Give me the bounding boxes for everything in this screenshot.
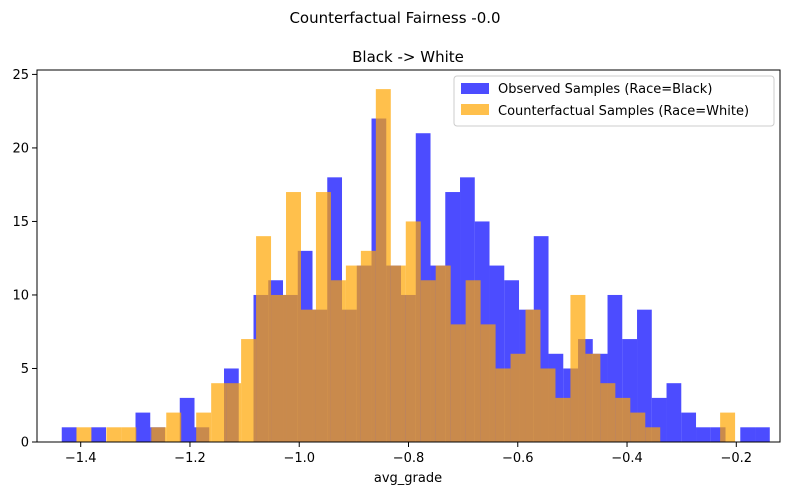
bar-series-1-5 <box>196 412 212 442</box>
legend-swatch-counterfactual <box>461 104 489 115</box>
x-tick-label: −0.8 <box>393 451 425 466</box>
bar-series-0-35 <box>666 383 682 442</box>
bar-series-1-4 <box>166 412 182 442</box>
x-axis-label: avg_grade <box>374 471 442 486</box>
bar-series-1-17 <box>375 89 391 442</box>
bar-series-1-12 <box>300 309 316 442</box>
bar-series-0-4 <box>179 397 195 442</box>
bar-series-1-16 <box>360 250 376 442</box>
bar-series-1-14 <box>330 280 346 442</box>
x-tick-label: −0.2 <box>721 451 753 466</box>
bar-series-1-22 <box>450 324 466 442</box>
bar-series-1-24 <box>480 324 496 442</box>
bar-series-1-31 <box>585 353 601 442</box>
bar-series-1-2 <box>121 427 137 442</box>
bar-series-1-6 <box>211 383 227 442</box>
bar-series-0-33 <box>637 309 652 442</box>
x-tick-label: −0.4 <box>611 451 643 466</box>
x-tick-label: −1.0 <box>283 451 315 466</box>
bar-series-0-39 <box>740 427 756 442</box>
chart-title: Black -> White <box>352 48 464 66</box>
bar-series-1-27 <box>525 309 541 442</box>
x-tick-label: −1.4 <box>65 451 97 466</box>
bar-series-1-1 <box>106 427 122 442</box>
bar-series-1-13 <box>315 192 331 442</box>
y-axis: 0 5 10 15 20 25 <box>12 68 37 451</box>
bar-series-1-23 <box>465 280 481 442</box>
bar-series-0-40 <box>755 427 770 442</box>
bar-series-1-11 <box>286 192 301 442</box>
bar-series-1-32 <box>600 383 616 442</box>
bar-series-1-28 <box>540 368 556 442</box>
bar-series-1-21 <box>435 265 451 442</box>
x-tick-label: −0.6 <box>502 451 534 466</box>
bar-series-0-1 <box>91 427 107 442</box>
y-tick-label: 0 <box>21 436 29 451</box>
bar-series-0-36 <box>681 412 697 442</box>
y-tick-label: 10 <box>12 288 29 303</box>
x-tick-label: −1.2 <box>174 451 206 466</box>
bar-series-0-2 <box>135 412 151 442</box>
bar-series-0-37 <box>696 427 711 442</box>
y-tick-label: 5 <box>21 362 29 377</box>
x-axis: −1.4 −1.2 −1.0 −0.8 −0.6 −0.4 −0.2 <box>65 442 752 466</box>
chart-suptitle: Counterfactual Fairness -0.0 <box>289 9 500 27</box>
y-tick-label: 25 <box>12 68 29 83</box>
bar-series-0-0 <box>61 427 77 442</box>
y-tick-label: 15 <box>12 215 29 230</box>
bar-series-1-8 <box>241 339 257 442</box>
bar-series-1-26 <box>510 353 526 442</box>
bar-series-1-36 <box>720 412 736 442</box>
legend: Observed Samples (Race=Black) Counterfac… <box>453 75 775 127</box>
bar-series-1-7 <box>226 383 242 442</box>
legend-box <box>453 75 775 127</box>
bar-series-1-18 <box>390 265 406 442</box>
bar-series-1-15 <box>345 265 361 442</box>
series-1 <box>76 89 736 442</box>
bar-series-1-29 <box>555 397 571 442</box>
bar-series-1-20 <box>420 280 436 442</box>
bar-series-1-0 <box>76 427 92 442</box>
bars-layer <box>61 89 770 443</box>
bar-series-1-3 <box>151 427 167 442</box>
bar-series-1-10 <box>271 294 287 442</box>
bar-series-1-34 <box>630 412 646 442</box>
legend-label-counterfactual: Counterfactual Samples (Race=White) <box>498 104 749 119</box>
y-tick-label: 20 <box>12 141 29 156</box>
bar-series-1-33 <box>615 397 631 442</box>
bar-series-1-19 <box>405 221 421 442</box>
bar-series-1-35 <box>645 427 661 442</box>
legend-swatch-observed <box>461 83 489 94</box>
bar-series-1-25 <box>495 368 511 442</box>
bar-series-1-9 <box>256 236 272 442</box>
legend-label-observed: Observed Samples (Race=Black) <box>498 82 712 97</box>
bar-series-1-30 <box>570 294 586 442</box>
